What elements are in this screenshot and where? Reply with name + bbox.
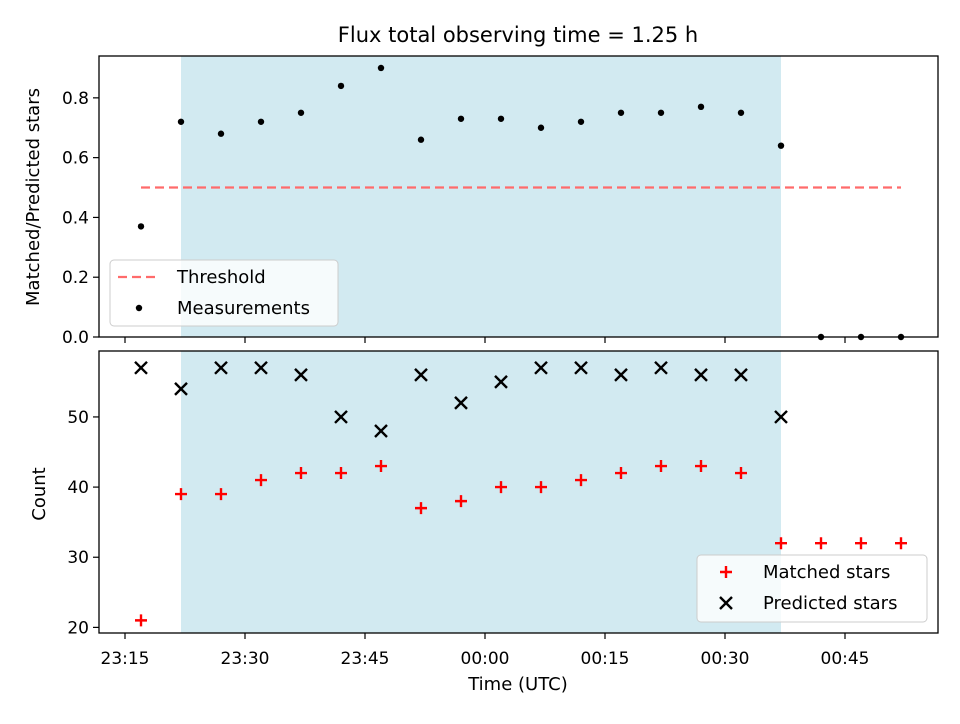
top-axes-frame [98, 55, 939, 338]
observing-span [181, 351, 781, 633]
x-tick-label: 23:45 [341, 649, 390, 669]
predicted-point [654, 360, 668, 375]
legend-box [109, 259, 339, 327]
measurement-point [377, 64, 385, 72]
measurement-point [537, 124, 545, 131]
matched-point [415, 502, 427, 515]
measurement-point [337, 82, 345, 90]
bottom-axes-frame [98, 350, 939, 634]
y-tick-label: 0.6 [62, 149, 89, 169]
predicted-point [334, 410, 348, 424]
measurement-point [577, 118, 585, 125]
legend-predicted-label: Predicted stars [763, 593, 897, 614]
measurement-point [617, 109, 625, 116]
matched-point [855, 537, 867, 550]
predicted-point [614, 368, 628, 382]
y-tick-label: 0.2 [62, 268, 89, 288]
matched-point [295, 467, 307, 480]
chart-title: Flux total observing time = 1.25 h [338, 23, 698, 47]
predicted-point [454, 396, 468, 410]
bottom-panel: 20 30 40 50 23:15 23:30 23:45 00:00 00:15 00:30 00… [67, 350, 939, 669]
legend-measurement-label: Measurements [177, 298, 310, 319]
measurement-point [457, 115, 465, 122]
measurement-point [297, 109, 305, 116]
top-y-axis-label: Matched/Predicted stars [23, 88, 44, 306]
matched-point [455, 495, 467, 508]
predicted-point [214, 360, 228, 375]
measurement-point [497, 115, 505, 122]
bottom-y-axis-label: Count [29, 467, 50, 520]
predicted-point [734, 368, 748, 382]
matched-point [215, 488, 227, 501]
measurement-point [737, 109, 745, 116]
top-panel: 0.0 0.2 0.4 0.6 0.8 Threshold Measurements [62, 55, 939, 348]
matched-point [135, 614, 147, 627]
y-tick-label: 40 [67, 478, 89, 498]
y-tick-label: 0.4 [62, 208, 89, 228]
matched-point [735, 467, 747, 480]
measurement-point [257, 118, 265, 125]
matched-point [375, 460, 387, 473]
predicted-point [694, 368, 708, 382]
x-tick-label: 00:15 [581, 649, 630, 669]
matched-point [255, 474, 267, 487]
y-tick-label: 0.8 [62, 89, 89, 109]
matched-point [175, 488, 187, 501]
matched-point [895, 537, 907, 550]
measurement-point [217, 130, 225, 137]
predicted-point [494, 375, 508, 389]
matched-point [815, 537, 827, 550]
matched-point [575, 474, 587, 487]
predicted-point [174, 382, 188, 396]
y-tick-label: 30 [67, 548, 89, 568]
legend-measurement-swatch [135, 304, 143, 312]
measurement-point [177, 118, 185, 125]
matched-point [615, 467, 627, 480]
predicted-point [414, 368, 428, 382]
x-axis-label: Time (UTC) [467, 674, 568, 695]
legend-matched-label: Matched stars [763, 562, 890, 583]
y-tick-label: 20 [67, 618, 89, 638]
top-legend: Threshold Measurements [109, 259, 339, 327]
predicted-point [134, 360, 148, 375]
legend-box [696, 554, 928, 623]
predicted-point [534, 360, 548, 375]
predicted-point [294, 368, 308, 382]
x-tick-label: 23:30 [221, 649, 270, 669]
matched-point [775, 537, 787, 550]
matched-point [495, 481, 507, 494]
measurement-point [417, 136, 425, 143]
y-tick-label: 0.0 [62, 328, 89, 348]
matched-point [335, 467, 347, 480]
predicted-point [774, 410, 788, 424]
x-tick-label: 23:15 [101, 649, 150, 669]
x-tick-label: 00:00 [461, 649, 510, 669]
measurement-point [657, 109, 665, 116]
matched-point [535, 481, 547, 494]
x-tick-label: 00:30 [701, 649, 750, 669]
legend-threshold-label: Threshold [176, 267, 266, 288]
predicted-point [374, 424, 388, 438]
measurement-point [697, 103, 705, 111]
y-tick-label: 50 [67, 408, 89, 428]
matched-point [655, 460, 667, 473]
predicted-point [254, 360, 268, 375]
legend-predicted-swatch [719, 596, 733, 610]
legend-matched-swatch [720, 566, 732, 578]
x-tick-label: 00:45 [821, 649, 870, 669]
bottom-legend: Matched stars Predicted stars [696, 554, 928, 623]
matched-point [695, 460, 707, 473]
measurement-point [777, 142, 785, 149]
predicted-point [574, 360, 588, 375]
measurement-point [137, 223, 145, 230]
